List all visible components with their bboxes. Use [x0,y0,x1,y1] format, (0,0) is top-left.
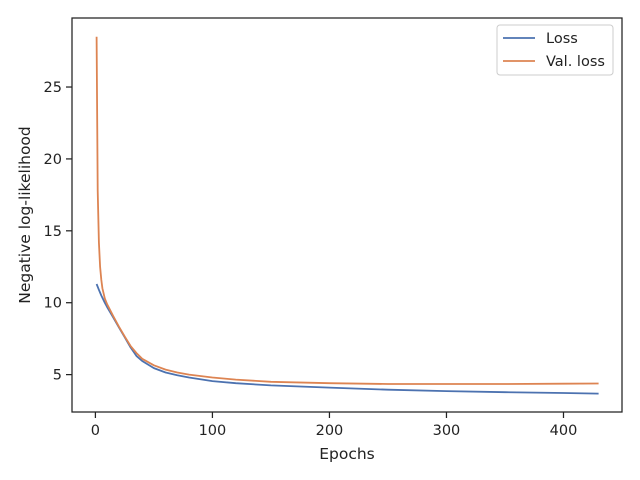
x-tick-label: 0 [91,423,100,439]
y-axis-label: Negative log-likelihood [16,126,34,304]
x-axis: 0 100 200 300 400 [91,412,578,439]
x-tick-label: 200 [316,423,344,439]
y-tick-label: 20 [44,152,62,168]
x-axis-label: Epochs [319,445,375,463]
y-tick-label: 25 [44,80,62,96]
plot-frame [71,17,623,413]
x-tick-label: 300 [433,423,461,439]
legend-label-val-loss: Val. loss [546,54,605,70]
series-line-loss [95,283,599,395]
legend-label-loss: Loss [546,31,578,47]
series-layer [95,36,599,395]
x-tick-label: 400 [550,423,578,439]
legend: Loss Val. loss [496,24,614,76]
x-tick-label: 100 [199,423,227,439]
series-line-val-loss [95,36,599,385]
y-tick-label: 5 [53,368,62,384]
y-tick-label: 10 [44,296,62,312]
plot-area [72,18,622,412]
y-tick-label: 15 [44,224,62,240]
y-axis: 5 10 15 20 25 [44,80,72,384]
